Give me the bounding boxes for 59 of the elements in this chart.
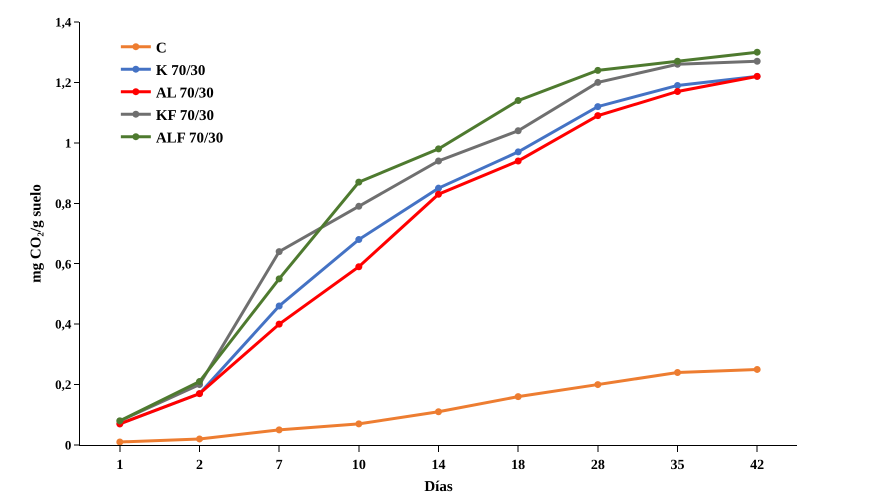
- point: [754, 58, 761, 65]
- point: [594, 78, 602, 86]
- point: [514, 97, 522, 104]
- legend-label: ALF 70/30: [156, 130, 224, 147]
- point: [754, 48, 761, 56]
- point: [754, 366, 761, 373]
- y-tick-label: 0: [64, 438, 72, 453]
- point: [435, 157, 442, 164]
- x-tick-label: 18: [511, 458, 526, 473]
- y-tick-label: 0,4: [55, 316, 72, 332]
- x-tick-label: 1: [116, 458, 124, 473]
- point: [435, 184, 442, 192]
- y-tick-label: 0,6: [55, 256, 72, 272]
- legend-label: KF 70/30: [156, 108, 214, 124]
- y-tick-label: 1: [64, 135, 72, 150]
- point: [276, 320, 283, 328]
- y-tick-label: 0,2: [55, 377, 72, 392]
- point: [514, 393, 522, 400]
- point: [674, 82, 681, 89]
- point: [355, 420, 362, 428]
- point: [674, 88, 681, 95]
- point: [276, 275, 283, 282]
- x-tick-label: 2: [196, 458, 203, 473]
- x-tick-label: 14: [432, 458, 446, 473]
- point: [594, 66, 602, 74]
- point: [355, 236, 362, 244]
- point: [514, 157, 522, 164]
- x-tick-label: 35: [670, 458, 684, 473]
- point: [276, 302, 283, 310]
- point: [594, 103, 602, 110]
- point: [674, 58, 681, 65]
- point: [435, 145, 442, 152]
- legend-label: AL 70/30: [156, 86, 214, 102]
- point: [514, 148, 522, 156]
- y-tick-label: 1,4: [55, 14, 72, 30]
- point: [196, 435, 203, 442]
- legend-label: K 70/30: [156, 63, 206, 80]
- x-tick-label: 42: [750, 458, 764, 473]
- point: [435, 190, 442, 198]
- point: [594, 112, 602, 120]
- x-tick-label: 10: [352, 458, 366, 473]
- point: [674, 368, 681, 376]
- y-tick-label: 1,2: [55, 74, 72, 90]
- point: [355, 263, 362, 270]
- point: [514, 127, 522, 134]
- x-tick-label: 7: [276, 458, 283, 473]
- x-tick-label: 28: [590, 458, 605, 473]
- point: [355, 178, 362, 186]
- y-tick-label: 0,8: [55, 196, 72, 211]
- point: [435, 408, 442, 416]
- point: [594, 381, 602, 388]
- point: [196, 378, 203, 386]
- legend-label: C: [156, 40, 167, 57]
- point: [355, 202, 362, 210]
- point: [276, 248, 283, 256]
- point: [276, 426, 283, 434]
- point: [116, 438, 124, 445]
- x-axis-title: Días: [424, 478, 453, 495]
- y-axis-title: mg CO₂/g suelo: [28, 184, 44, 283]
